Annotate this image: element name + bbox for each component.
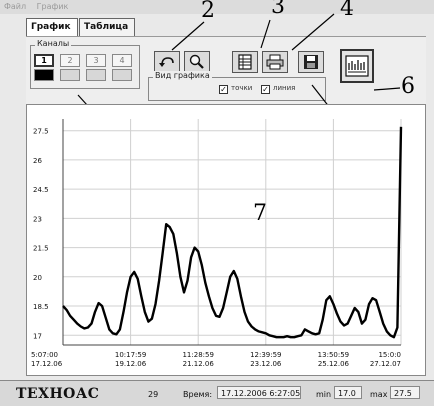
line-checkbox-label: линия <box>273 84 296 92</box>
x-tick-time-label: 10:17:59 <box>115 351 146 359</box>
x-tick-time-label: 11:28:59 <box>182 351 213 359</box>
channel-1-button[interactable]: 1 <box>34 54 54 67</box>
status-min-field: 17.0 <box>334 386 362 399</box>
tab-table[interactable]: Таблица <box>79 18 135 36</box>
status-time-field: 17.12.2006 6:27:05 <box>217 386 301 399</box>
status-max-label: max <box>370 390 388 399</box>
callout-2: 2 <box>201 0 215 23</box>
print-button[interactable] <box>262 51 288 73</box>
x-tick-time-label: 5:07:00 <box>31 351 58 359</box>
y-tick-label: 26 <box>33 157 42 165</box>
y-tick-label: 23 <box>33 215 42 223</box>
points-checkbox[interactable]: ✓ <box>219 85 228 94</box>
x-tick-date-label: 25.12.06 <box>318 360 350 368</box>
channel-2-button[interactable]: 2 <box>60 54 80 67</box>
channel-2-color[interactable] <box>60 69 80 81</box>
channels-group-title: Каналы <box>35 39 72 48</box>
tab-chart[interactable]: График <box>26 18 78 38</box>
channel-3-color[interactable] <box>86 69 106 81</box>
table-view-button[interactable] <box>232 51 258 73</box>
magnifier-icon <box>189 54 204 69</box>
line-checkbox[interactable]: ✓ <box>261 85 270 94</box>
y-tick-label: 21.5 <box>33 245 49 253</box>
x-tick-date-label: 23.12.06 <box>250 360 282 368</box>
company-logo: ТЕХНОАС <box>16 386 100 402</box>
channel-3-button[interactable]: 3 <box>86 54 106 67</box>
y-tick-label: 24.5 <box>33 186 49 194</box>
callout-3: 3 <box>271 0 285 19</box>
view-group-title: Вид графика <box>153 71 212 80</box>
y-tick-label: 27.5 <box>33 128 49 136</box>
view-options-group: Вид графика ✓ точки ✓ линия <box>148 71 326 101</box>
chart-panel: 27.5 26 24.5 23 21.5 20 18.5 17 5:07:00 17.12.06 1… <box>26 104 426 376</box>
application-window: Файл График График Таблица Каналы 1 2 3 … <box>0 0 434 406</box>
toolbar-panel: Каналы 1 2 3 4 <box>26 36 426 105</box>
x-tick-time-label: 15:0:0 <box>378 351 401 359</box>
status-bar: ТЕХНОАС 29 Время: 17.12.2006 6:27:05 min… <box>0 380 434 406</box>
status-max-field: 27.5 <box>390 386 420 399</box>
device-chart-icon <box>345 55 369 77</box>
device-button[interactable] <box>340 49 374 83</box>
channel-1-color[interactable] <box>34 69 54 81</box>
x-tick-date-label: 21.12.06 <box>183 360 215 368</box>
save-button[interactable] <box>298 51 324 73</box>
status-min-label: min <box>316 390 332 399</box>
x-tick-date-label: 19.12.06 <box>115 360 147 368</box>
status-time-label: Время: <box>183 390 213 399</box>
menu-chart[interactable]: График <box>36 2 69 11</box>
x-tick-time-label: 12:39:59 <box>250 351 281 359</box>
floppy-disk-icon <box>304 55 318 69</box>
y-tick-label: 20 <box>33 274 42 282</box>
channel-4-color[interactable] <box>112 69 132 81</box>
x-tick-date-label: 27.12.07 <box>370 360 401 368</box>
callout-4: 4 <box>340 0 354 21</box>
channels-group: Каналы 1 2 3 4 <box>30 39 140 89</box>
x-tick-date-label: 17.12.06 <box>31 360 63 368</box>
x-tick-time-label: 13:50:59 <box>318 351 349 359</box>
table-icon <box>238 54 252 70</box>
channel-4-button[interactable]: 4 <box>112 54 132 67</box>
menu-file[interactable]: Файл <box>4 2 27 11</box>
undo-button[interactable] <box>154 51 180 73</box>
callout-6: 6 <box>401 74 415 99</box>
y-tick-label: 18.5 <box>33 303 49 311</box>
menu-bar: Файл График <box>0 0 434 14</box>
y-tick-label: 17 <box>33 332 42 340</box>
points-checkbox-label: точки <box>231 84 253 92</box>
status-record-count: 29 <box>148 390 159 399</box>
undo-icon <box>159 57 174 67</box>
callout-7: 7 <box>253 201 267 226</box>
series-line <box>62 126 403 339</box>
printer-icon <box>266 54 284 70</box>
